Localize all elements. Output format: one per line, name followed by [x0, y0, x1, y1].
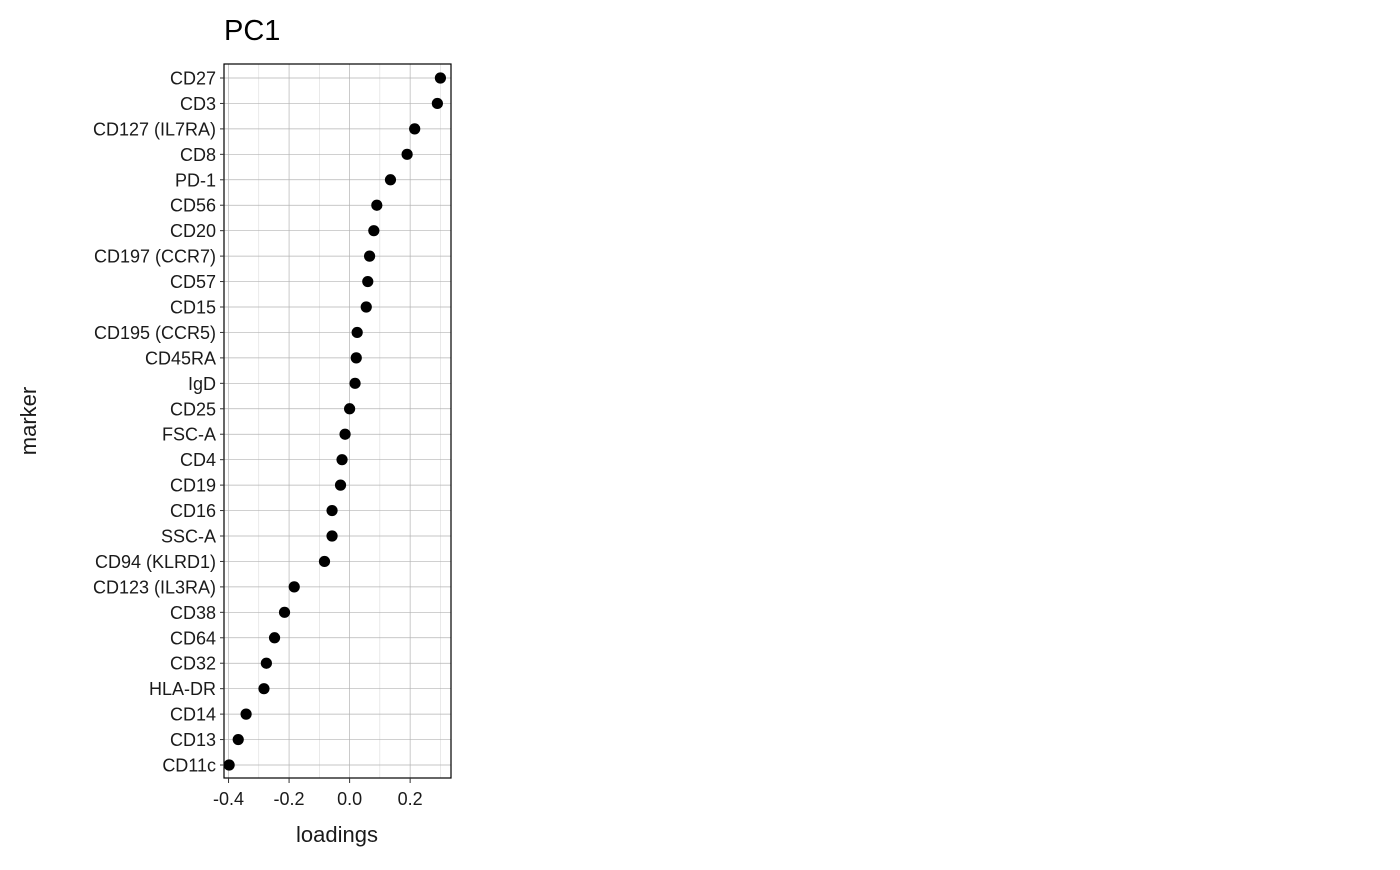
grid-lines — [224, 64, 451, 778]
y-tick-label: CD14 — [170, 705, 216, 725]
y-tick-label: CD32 — [170, 654, 216, 674]
data-points — [223, 72, 447, 771]
y-tick-label: CD45RA — [145, 348, 216, 368]
y-tick-label: CD123 (IL3RA) — [93, 577, 216, 597]
data-point — [268, 632, 281, 644]
y-tick-label: CD4 — [180, 450, 216, 470]
data-point — [339, 428, 351, 440]
y-tick-label: IgD — [188, 374, 216, 394]
y-tick-label: CD25 — [170, 399, 216, 419]
x-tick-label: 0.0 — [337, 789, 362, 809]
data-point — [362, 275, 374, 288]
y-axis-title: marker — [16, 387, 41, 455]
data-point — [334, 479, 347, 491]
data-point — [223, 759, 235, 771]
data-point — [232, 733, 244, 746]
x-tick-label: -0.4 — [213, 789, 244, 809]
data-point — [401, 148, 413, 160]
y-tick-label: FSC-A — [162, 425, 216, 445]
y-tick-label: CD8 — [180, 145, 216, 165]
data-point — [431, 97, 443, 110]
data-point — [384, 174, 397, 186]
data-point — [344, 403, 356, 415]
x-tick-label: 0.2 — [398, 789, 423, 809]
y-tick-labels: CD27 CD3 CD127 (IL7RA) CD8 PD-1 CD56 CD20 CD197… — [93, 69, 224, 776]
data-point — [371, 199, 383, 211]
x-tick-label: -0.2 — [274, 789, 305, 809]
data-point — [258, 683, 270, 695]
y-tick-label: CD197 (CCR7) — [94, 247, 216, 267]
x-axis-title: loadings — [296, 822, 378, 847]
y-tick-label: CD19 — [170, 476, 216, 496]
data-point — [278, 606, 291, 618]
y-tick-label: CD3 — [180, 94, 216, 114]
y-tick-label: CD57 — [170, 272, 216, 292]
y-tick-label: HLA-DR — [149, 679, 216, 699]
data-point — [318, 555, 331, 568]
y-tick-label: CD11c — [162, 756, 216, 776]
data-point — [368, 225, 380, 237]
y-tick-label: CD15 — [170, 298, 216, 318]
data-point — [350, 352, 362, 364]
chart-title: PC1 — [224, 15, 280, 47]
data-point — [260, 657, 272, 669]
data-point — [360, 301, 372, 313]
y-tick-label: SSC-A — [161, 527, 216, 547]
data-point — [409, 123, 421, 135]
y-tick-label: CD13 — [170, 730, 216, 750]
y-tick-label: CD56 — [170, 196, 216, 216]
data-point — [336, 454, 348, 466]
data-point — [349, 377, 361, 389]
y-tick-label: CD38 — [170, 603, 216, 623]
data-point — [240, 708, 252, 720]
y-tick-label: CD127 (IL7RA) — [93, 119, 216, 139]
y-tick-label: CD195 (CCR5) — [94, 323, 216, 343]
data-point — [288, 581, 300, 593]
y-tick-label: PD-1 — [175, 170, 216, 190]
y-tick-label: CD94 (KLRD1) — [95, 552, 216, 572]
plot-panel-border — [223, 63, 452, 779]
y-tick-label: CD27 — [170, 69, 216, 89]
data-point — [351, 326, 363, 339]
y-tick-label: CD20 — [170, 221, 216, 241]
data-point — [326, 504, 338, 517]
y-tick-label: CD64 — [170, 628, 216, 648]
x-axis-ticks: -0.4 -0.2 0.0 0.2 — [213, 778, 423, 809]
data-point — [363, 250, 376, 262]
data-point — [434, 72, 447, 84]
data-point — [326, 530, 338, 542]
y-tick-label: CD16 — [170, 501, 216, 521]
